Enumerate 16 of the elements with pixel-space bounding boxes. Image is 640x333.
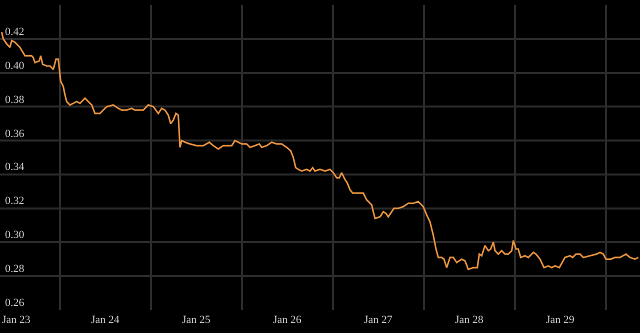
x-tick-label: Jan 24	[91, 314, 120, 326]
x-tick-label: Jan 27	[364, 314, 393, 326]
x-tick-label: Jan 23	[2, 314, 31, 326]
y-tick-label: 0.32	[5, 195, 24, 207]
y-tick-label: 0.38	[5, 94, 25, 106]
y-tick-label: 0.36	[5, 128, 25, 140]
y-tick-label: 0.34	[5, 161, 25, 173]
y-tick-label: 0.28	[5, 263, 25, 275]
y-tick-label: 0.42	[5, 26, 24, 38]
x-tick-label: Jan 28	[455, 314, 484, 326]
x-tick-label: Jan 29	[546, 314, 575, 326]
x-tick-label: Jan 25	[182, 314, 211, 326]
y-tick-label: 0.40	[5, 60, 25, 72]
y-tick-label: 0.30	[5, 229, 25, 241]
x-tick-label: Jan 26	[273, 314, 302, 326]
y-tick-label: 0.26	[5, 297, 25, 309]
